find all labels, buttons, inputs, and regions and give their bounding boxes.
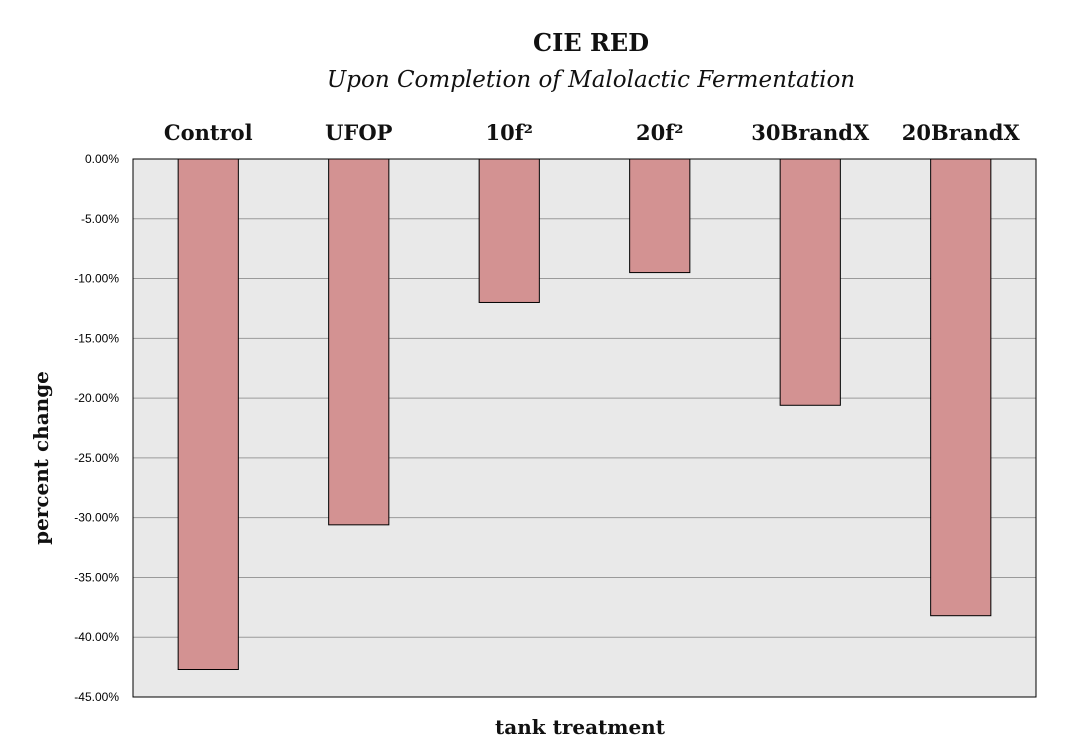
y-tick-label: -10.00% xyxy=(74,272,119,286)
plot-border xyxy=(132,158,1037,698)
plot-background xyxy=(132,158,1037,698)
plot-area: 0.00% -5.00% -10.00% -15.00% -20.00% -25.00% -… xyxy=(74,120,1037,704)
y-tick-label: 0.00% xyxy=(85,152,119,166)
category-label: 20f² xyxy=(636,120,683,145)
chart-title: CIE RED xyxy=(533,28,649,57)
y-tick-label: -40.00% xyxy=(74,630,119,644)
y-tick-label: -20.00% xyxy=(74,391,119,405)
bar xyxy=(177,158,239,671)
category-label: UFOP xyxy=(325,120,393,145)
category-label: 10f² xyxy=(486,120,533,145)
category-label: 30BrandX xyxy=(751,120,870,145)
x-axis-title: tank treatment xyxy=(495,715,666,739)
category-label: 20BrandX xyxy=(902,120,1021,145)
bar xyxy=(779,158,841,406)
y-axis-title: percent change xyxy=(29,371,53,545)
bar xyxy=(478,158,540,303)
y-tick-label: -15.00% xyxy=(74,331,119,345)
bar xyxy=(328,158,390,526)
y-tick-label: -25.00% xyxy=(74,451,119,465)
bar xyxy=(629,158,691,274)
y-tick-label: -35.00% xyxy=(74,570,119,584)
bar xyxy=(930,158,992,617)
y-tick-label: -5.00% xyxy=(81,212,119,226)
category-label: Control xyxy=(164,120,253,145)
chart-subtitle: Upon Completion of Malolactic Fermentati… xyxy=(327,67,855,93)
y-tick-label: -45.00% xyxy=(74,690,119,704)
y-tick-label: -30.00% xyxy=(74,511,119,525)
